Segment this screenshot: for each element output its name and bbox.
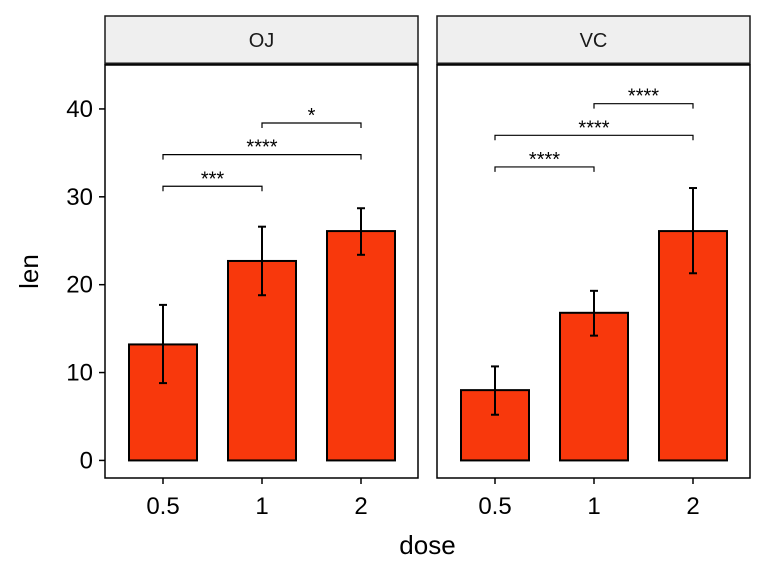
x-tick-label: 0.5 bbox=[146, 493, 179, 520]
y-tick-label: 20 bbox=[66, 272, 93, 299]
x-tick-label: 1 bbox=[255, 493, 268, 520]
x-tick-label: 2 bbox=[354, 493, 367, 520]
significance-bracket bbox=[162, 185, 263, 192]
y-tick-label: 40 bbox=[66, 96, 93, 123]
x-tick-label: 2 bbox=[686, 493, 699, 520]
significance-label: *** bbox=[201, 168, 225, 190]
y-axis-title: len bbox=[14, 254, 44, 289]
significance-label: * bbox=[308, 105, 316, 127]
facet-strip bbox=[104, 15, 419, 65]
y-tick-label: 0 bbox=[80, 447, 93, 474]
significance-bracket bbox=[593, 103, 694, 109]
facet-strip bbox=[436, 15, 751, 65]
bar bbox=[326, 230, 396, 462]
x-tick-label: 0.5 bbox=[478, 493, 511, 520]
significance-bracket bbox=[494, 134, 694, 141]
x-axis-title: dose bbox=[399, 530, 455, 560]
x-tick-label: 1 bbox=[587, 493, 600, 520]
significance-bracket bbox=[162, 154, 362, 160]
bar bbox=[559, 311, 629, 462]
significance-label: **** bbox=[529, 149, 560, 171]
y-tick-label: 10 bbox=[66, 360, 93, 387]
significance-label: **** bbox=[578, 117, 609, 139]
significance-label: **** bbox=[628, 86, 659, 108]
facet-label: OJ bbox=[249, 30, 275, 52]
y-tick-label: 30 bbox=[66, 184, 93, 211]
significance-bracket bbox=[494, 166, 595, 172]
significance-label: **** bbox=[246, 137, 277, 159]
facet-label: VC bbox=[580, 30, 608, 52]
significance-bracket bbox=[261, 122, 362, 128]
